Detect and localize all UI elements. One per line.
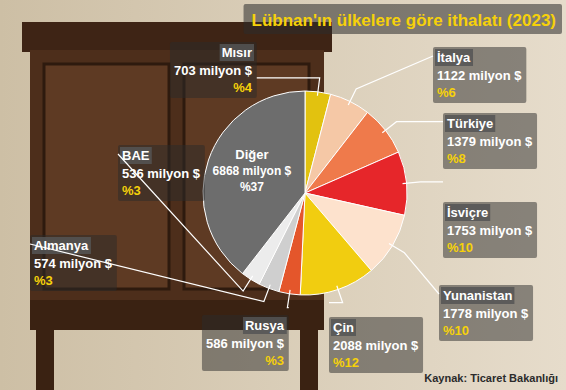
category-label: Almanya — [34, 238, 89, 253]
percent-label: %12 — [333, 355, 359, 370]
category-label: İtalya — [437, 50, 471, 65]
label-bg — [329, 317, 423, 373]
label-bg — [30, 235, 117, 291]
label-block: Türkiye 1379 milyon $ %8 — [443, 113, 537, 169]
slice — [300, 193, 371, 295]
category-label: İsviçre — [447, 205, 488, 220]
background — [0, 0, 566, 390]
percent-label: %37 — [240, 180, 264, 194]
label-bg — [443, 113, 537, 169]
chart-wrap: Lübnan'ın ülkelere göre ithalatı (2023)M… — [0, 0, 566, 390]
percent-label: %3 — [122, 183, 141, 198]
percent-label: %8 — [447, 151, 466, 166]
value-label: 703 milyon $ — [174, 63, 253, 78]
label-block: İtalya 1122 milyon $ %6 — [433, 47, 526, 103]
leader-line — [382, 122, 443, 133]
label-bg — [202, 315, 289, 371]
category-label: Rusya — [245, 318, 285, 333]
value-label: 574 milyon $ — [34, 256, 113, 271]
leader-line — [30, 244, 270, 301]
slice — [203, 91, 305, 274]
leader-line — [329, 286, 343, 303]
percent-label: %10 — [447, 240, 473, 255]
percent-label: %3 — [34, 273, 53, 288]
label-block: Almanya 574 milyon $ %3 — [30, 235, 117, 291]
leader-line — [257, 78, 320, 96]
name-bg — [435, 49, 473, 66]
label-block: BAE 536 milyon $ %3 — [118, 145, 205, 201]
pie — [203, 91, 407, 295]
category-label: Diğer — [235, 147, 268, 162]
name-bg — [331, 319, 356, 336]
name-bg — [220, 44, 254, 61]
value-label: 1778 milyon $ — [443, 306, 529, 321]
percent-label: %10 — [443, 323, 469, 338]
name-bg — [445, 204, 490, 221]
title: Lübnan'ın ülkelere göre ithalatı (2023) — [252, 11, 556, 30]
percent-label: %4 — [233, 80, 253, 95]
label-bg — [118, 145, 205, 201]
value-label: 6868 milyon $ — [213, 164, 292, 178]
percent-label: %6 — [437, 85, 456, 100]
leader-line — [403, 182, 443, 184]
category-label: Türkiye — [447, 116, 493, 131]
label-block: İsviçre 1753 milyon $ %10 — [443, 202, 537, 258]
leader-line — [389, 244, 439, 294]
source: Kaynak: Ticaret Bakanlığı — [424, 372, 558, 384]
name-bg — [243, 317, 287, 334]
value-label: 586 milyon $ — [206, 336, 285, 351]
category-label: Çin — [333, 320, 354, 335]
percent-label: %3 — [265, 353, 284, 368]
decoration — [22, 22, 332, 390]
leader-line — [348, 56, 433, 105]
value-label: 2088 milyon $ — [333, 338, 419, 353]
value-label: 1379 milyon $ — [447, 134, 533, 149]
title-bg — [244, 4, 562, 34]
chart: Lübnan'ın ülkelere göre ithalatı (2023)M… — [0, 0, 566, 390]
category-label: Yunanistan — [443, 288, 512, 303]
labels: Mısır 703 milyon $ %4 İtalya 1122 milyon $ %6… — [30, 42, 537, 373]
leader-line — [287, 290, 290, 308]
name-bg — [445, 115, 495, 132]
label-block: Yunanistan 1778 milyon $ %10 — [439, 285, 533, 341]
label-block: Çin 2088 milyon $ %12 — [329, 317, 423, 373]
name-bg — [441, 287, 514, 304]
value-label: 1122 milyon $ — [437, 68, 522, 83]
label-bg — [443, 202, 537, 258]
label-block: Mısır 703 milyon $ %4 — [170, 42, 257, 98]
category-label: BAE — [122, 148, 150, 163]
label-bg — [439, 285, 533, 341]
label-bg — [433, 47, 526, 103]
value-label: 1753 milyon $ — [447, 223, 533, 238]
category-label: Mısır — [222, 45, 252, 60]
label-block: Rusya 586 milyon $ %3 — [202, 315, 289, 371]
value-label: 536 milyon $ — [122, 166, 201, 181]
label-bg — [170, 42, 257, 98]
